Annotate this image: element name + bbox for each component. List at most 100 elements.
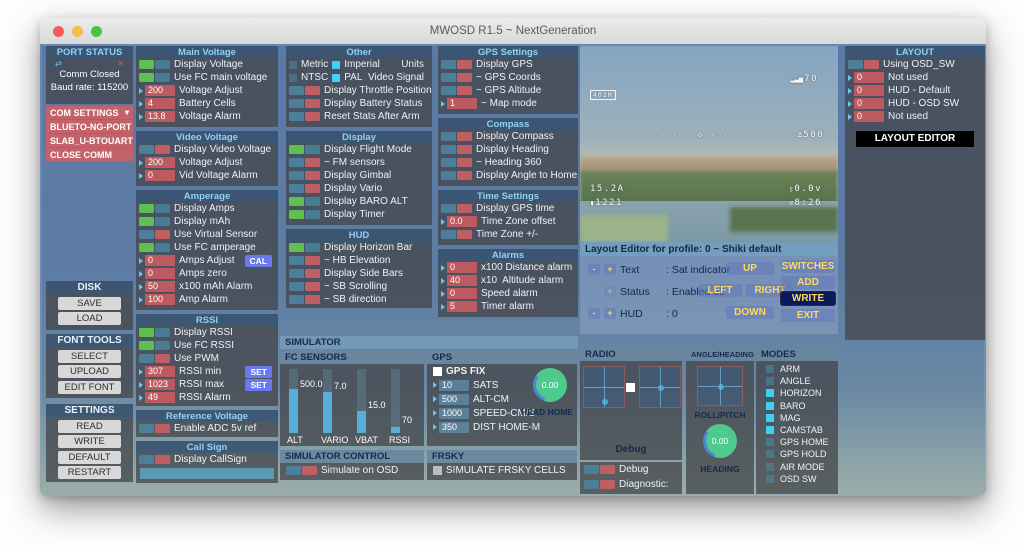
slider-track[interactable] bbox=[289, 369, 298, 433]
com-port-item[interactable]: SLAB_U-BTOUART bbox=[46, 134, 133, 147]
mode-row[interactable]: AIR MODE bbox=[756, 461, 838, 473]
value-input[interactable]: 50 bbox=[139, 281, 175, 292]
toggle-switch[interactable] bbox=[441, 171, 472, 180]
toggle-switch[interactable] bbox=[441, 230, 472, 239]
mode-checkbox[interactable] bbox=[766, 365, 774, 374]
increment-button[interactable]: + bbox=[604, 264, 616, 275]
osd-amps[interactable]: 15.2A bbox=[590, 184, 625, 194]
toggle-switch[interactable] bbox=[139, 424, 170, 433]
radio-stick-right[interactable] bbox=[639, 366, 681, 408]
mode-row[interactable]: GPS HOLD bbox=[756, 448, 838, 460]
toggle-switch[interactable] bbox=[139, 328, 170, 337]
slider-track[interactable] bbox=[323, 369, 332, 433]
mode-checkbox[interactable] bbox=[766, 474, 774, 483]
mode-row[interactable]: ANGLE bbox=[756, 375, 838, 387]
value-input[interactable]: 0 bbox=[441, 262, 477, 273]
sensor-slider[interactable]: 7.0 VARIO bbox=[320, 369, 354, 445]
toggle-switch[interactable] bbox=[441, 86, 472, 95]
mode-checkbox[interactable] bbox=[766, 377, 774, 386]
value-input[interactable]: 0 bbox=[848, 85, 884, 96]
toggle-switch[interactable] bbox=[289, 295, 320, 304]
sensor-slider[interactable]: 15.0 VBAT bbox=[354, 369, 388, 445]
disk-button[interactable]: SAVE bbox=[58, 296, 121, 310]
move-up-button[interactable]: UP bbox=[726, 262, 774, 275]
value-input[interactable]: 0 bbox=[139, 255, 175, 266]
toggle-switch[interactable] bbox=[289, 282, 320, 291]
font-tools-button[interactable]: UPLOAD bbox=[58, 365, 121, 378]
toggle-switch[interactable] bbox=[441, 204, 472, 213]
value-input[interactable]: 350 bbox=[433, 421, 469, 433]
value-input[interactable]: 1023 bbox=[139, 379, 175, 390]
mode-row[interactable]: GPS HOME bbox=[756, 436, 838, 448]
minimize-window-button[interactable] bbox=[72, 26, 83, 37]
exit-button[interactable]: EXIT bbox=[781, 309, 835, 322]
toggle-switch[interactable] bbox=[139, 354, 170, 363]
zoom-window-button[interactable] bbox=[91, 26, 102, 37]
font-tools-button[interactable]: EDIT FONT bbox=[58, 380, 121, 394]
toggle-switch[interactable] bbox=[289, 256, 320, 265]
osd-crosshair[interactable]: - - - ◇ - - - bbox=[660, 130, 743, 139]
angle-stick-pad[interactable] bbox=[697, 366, 743, 406]
toggle-switch[interactable] bbox=[139, 60, 170, 69]
heading-knob[interactable]: 0.00 bbox=[703, 424, 737, 458]
toggle-switch[interactable] bbox=[289, 171, 320, 180]
toggle-switch[interactable] bbox=[441, 60, 472, 69]
inline-action-button[interactable]: SET bbox=[245, 365, 272, 378]
toggle-switch[interactable] bbox=[289, 269, 320, 278]
value-input[interactable]: 1000 bbox=[433, 407, 469, 419]
value-input[interactable]: 49 bbox=[139, 392, 175, 403]
toggle-switch[interactable] bbox=[139, 204, 170, 213]
toggle-switch[interactable] bbox=[139, 145, 170, 154]
value-input[interactable]: 10 bbox=[433, 379, 469, 391]
toggle-switch[interactable] bbox=[139, 230, 170, 239]
mode-row[interactable]: BARO bbox=[756, 400, 838, 412]
osd-timer[interactable]: ⊙8:26 bbox=[789, 198, 822, 208]
font-tools-button[interactable]: SELECT bbox=[58, 349, 121, 363]
com-port-item[interactable]: BLUETO-NG-PORT bbox=[46, 120, 133, 133]
decrement-button[interactable]: - bbox=[588, 308, 600, 319]
sensor-slider[interactable]: 70 RSSI bbox=[388, 369, 422, 445]
value-input[interactable]: 500 bbox=[433, 393, 469, 405]
value-input[interactable]: 0 bbox=[139, 170, 175, 181]
settings-button[interactable]: DEFAULT bbox=[58, 450, 121, 464]
settings-button[interactable]: RESTART bbox=[58, 466, 121, 479]
toggle-switch[interactable] bbox=[289, 158, 320, 167]
osd-mah[interactable]: ▮1221 bbox=[590, 198, 623, 208]
sensor-slider[interactable]: 500.0 ALT bbox=[286, 369, 323, 445]
toggle-switch[interactable] bbox=[139, 341, 170, 350]
toggle-switch[interactable] bbox=[584, 465, 615, 474]
head-home-knob[interactable]: 0.00 bbox=[533, 368, 567, 402]
value-input[interactable]: 0 bbox=[139, 268, 175, 279]
osd-callsign-tag[interactable]: 402M bbox=[590, 90, 616, 100]
toggle-switch[interactable] bbox=[286, 466, 317, 475]
value-input[interactable]: 0 bbox=[848, 72, 884, 83]
com-settings-dropdown[interactable]: COM SETTINGS ▾ bbox=[46, 106, 133, 119]
toggle-switch[interactable] bbox=[139, 73, 170, 82]
toggle-switch[interactable] bbox=[289, 197, 320, 206]
toggle-switch[interactable] bbox=[848, 60, 879, 69]
value-input[interactable]: 200 bbox=[139, 85, 175, 96]
toggle-switch[interactable] bbox=[289, 99, 320, 108]
toggle-switch[interactable] bbox=[139, 217, 170, 226]
mode-checkbox[interactable] bbox=[766, 401, 774, 410]
settings-button[interactable]: READ bbox=[58, 419, 121, 433]
value-input[interactable]: 307 bbox=[139, 366, 175, 377]
value-input[interactable]: 200 bbox=[139, 157, 175, 168]
mode-row[interactable]: OSD SW bbox=[756, 473, 838, 485]
toggle-switch[interactable] bbox=[441, 158, 472, 167]
slider-track[interactable] bbox=[357, 369, 366, 433]
toggle-switch[interactable] bbox=[289, 210, 320, 219]
inline-action-button[interactable]: SET bbox=[245, 378, 272, 391]
toggle-switch[interactable] bbox=[139, 455, 170, 464]
value-input[interactable]: 100 bbox=[139, 294, 175, 305]
write-button[interactable]: WRITE bbox=[781, 292, 835, 305]
imperial-checkbox[interactable] bbox=[332, 60, 341, 69]
mode-checkbox[interactable] bbox=[766, 450, 774, 459]
mode-row[interactable]: HORIZON bbox=[756, 387, 838, 399]
mode-row[interactable]: MAG bbox=[756, 412, 838, 424]
settings-button[interactable]: WRITE bbox=[58, 435, 121, 448]
layout-editor-button[interactable]: LAYOUT EDITOR bbox=[856, 131, 974, 147]
value-input[interactable]: 5 bbox=[441, 301, 477, 312]
toggle-switch[interactable] bbox=[289, 86, 320, 95]
toggle-switch[interactable] bbox=[289, 184, 320, 193]
